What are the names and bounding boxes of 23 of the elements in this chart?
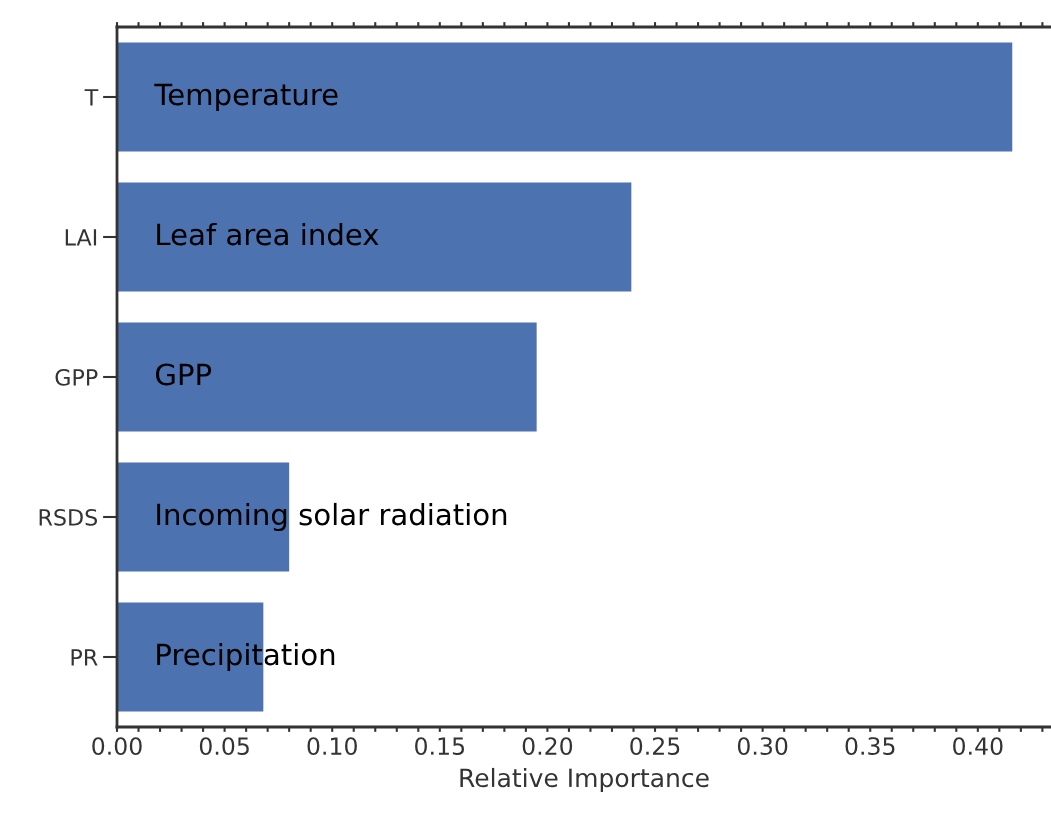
annotation: Temperature [154, 83, 338, 112]
x-tick-label: 0.00 [92, 737, 142, 755]
y-tick-label: LAI [65, 229, 97, 246]
y-tick-label: T [84, 89, 99, 106]
x-tick-label: 0.30 [737, 737, 788, 755]
bar [117, 182, 632, 292]
x-tick-label: 0.40 [953, 737, 1003, 755]
bar [117, 322, 537, 432]
annotation: Incoming solar radiation [157, 502, 507, 532]
x-tick-label: 0.25 [630, 737, 680, 755]
y-tick-label: RSDS [39, 508, 98, 526]
x-tick-label: 0.15 [415, 737, 465, 755]
bar [117, 462, 290, 572]
x-tick-label: 0.20 [522, 737, 573, 755]
bar [117, 42, 1013, 152]
annotation: GPP [156, 363, 212, 386]
x-axis-title: Relative Importance [460, 767, 709, 793]
y-tick-label: PR [71, 649, 98, 666]
annotation: Leaf area index [157, 222, 379, 246]
x-tick-label: 0.35 [845, 737, 895, 755]
x-tick-label: 0.10 [307, 737, 357, 755]
y-tick-label: GPP [55, 368, 98, 386]
x-tick-label: 0.05 [199, 737, 249, 755]
